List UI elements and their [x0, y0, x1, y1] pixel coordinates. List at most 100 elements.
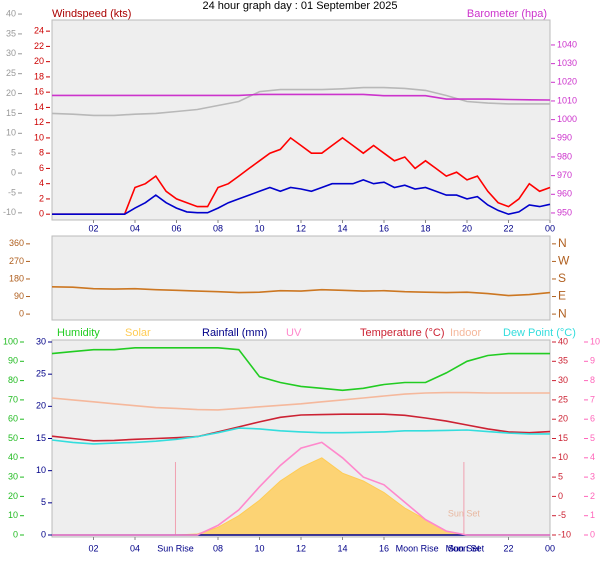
y-tick-label: -5	[8, 187, 16, 197]
y-tick-label: 10	[558, 452, 568, 462]
y-tick-label: 8	[590, 375, 595, 385]
x-tick-label: 00	[545, 543, 555, 553]
y-tick-label: 40	[558, 336, 568, 346]
annotation: Moon Set	[446, 543, 485, 553]
y-tick-label: 950	[557, 207, 572, 217]
y-tick-label: 6	[590, 414, 595, 424]
y-tick-label: 50	[8, 433, 18, 443]
y-tick-label: 25	[558, 394, 568, 404]
legend-label: Humidity	[57, 327, 100, 339]
line	[51, 86, 550, 117]
y-tick-label: -10	[558, 529, 571, 539]
y-tick-label: 20	[558, 414, 568, 424]
y-tick-label: 10	[8, 510, 18, 520]
y-tick-label: -10	[3, 207, 16, 217]
y-tick-label: 4	[590, 452, 595, 462]
x-tick-label: 10	[254, 223, 264, 233]
line	[51, 427, 550, 445]
annotation: Sun Set	[448, 508, 481, 518]
y-tick-label: 0	[558, 491, 563, 501]
y-tick-label: 960	[557, 189, 572, 199]
y-tick-label: 20	[6, 88, 16, 98]
y-tick-label: 100	[3, 336, 18, 346]
x-tick-label: 16	[379, 223, 389, 233]
y-tick-label: 10	[34, 132, 44, 142]
y-tick-label: 90	[14, 291, 24, 301]
x-tick-label: 12	[296, 223, 306, 233]
y-tick-label: 10	[36, 465, 46, 475]
y-axis-label: Windspeed (kts)	[52, 8, 131, 20]
y-tick-label: 1	[590, 510, 595, 520]
y-tick-label: 25	[36, 369, 46, 379]
x-tick-label: 04	[130, 223, 140, 233]
legend-label: Temperature (°C)	[360, 327, 444, 339]
y-tick-label: 15	[6, 108, 16, 118]
y-tick-label: 70	[8, 394, 18, 404]
y-tick-label: 3	[590, 471, 595, 481]
legend-label: Solar	[125, 327, 151, 339]
annotation: Sun Rise	[157, 543, 194, 553]
y-tick-label: 5	[11, 148, 16, 158]
y-tick-label: 35	[6, 28, 16, 38]
y-tick-label: N	[558, 306, 567, 320]
y2-axis-label: Barometer (hpa)	[467, 8, 547, 20]
y-tick-label: S	[558, 271, 566, 285]
x-tick-label: 00	[545, 223, 555, 233]
legend-label: Dew Point (°C)	[503, 327, 576, 339]
y-tick-label: 15	[36, 433, 46, 443]
x-tick-label: 22	[503, 543, 513, 553]
y-tick-label: 970	[557, 170, 572, 180]
y-tick-label: 990	[557, 133, 572, 143]
y-tick-label: 15	[558, 433, 568, 443]
y-tick-label: 20	[36, 401, 46, 411]
y-tick-label: 0	[39, 209, 44, 219]
x-tick-label: 18	[420, 223, 430, 233]
y-tick-label: 30	[558, 375, 568, 385]
line	[52, 93, 551, 101]
line	[51, 286, 551, 297]
y-tick-label: 18	[34, 71, 44, 81]
y-tick-label: 4	[39, 178, 44, 188]
y-tick-label: 2	[39, 193, 44, 203]
y-tick-label: 360	[9, 238, 24, 248]
y-tick-label: 5	[558, 471, 563, 481]
y-tick-label: 35	[558, 356, 568, 366]
plot-area	[51, 19, 551, 221]
chart-title: 24 hour graph day : 01 September 2025	[202, 0, 397, 12]
y-tick-label: 12	[34, 117, 44, 127]
legend-label: Rainfall (mm)	[202, 327, 267, 339]
line	[52, 179, 551, 216]
y-tick-label: 5	[590, 433, 595, 443]
y-tick-label: 0	[11, 167, 16, 177]
y-tick-label: 24	[34, 26, 44, 36]
y-tick-label: 40	[8, 452, 18, 462]
x-tick-label: 14	[337, 223, 347, 233]
y-tick-label: 180	[9, 273, 24, 283]
legend-label: UV	[286, 327, 302, 339]
y-tick-label: W	[558, 254, 570, 268]
line	[52, 136, 551, 215]
y-tick-label: 1040	[557, 39, 577, 49]
y-tick-label: 980	[557, 151, 572, 161]
y-tick-label: 2	[590, 491, 595, 501]
x-tick-label: 12	[296, 543, 306, 553]
y-tick-label: 1010	[557, 95, 577, 105]
x-tick-label: 02	[88, 543, 98, 553]
x-tick-label: 16	[379, 543, 389, 553]
y-tick-label: 40	[6, 8, 16, 18]
y-tick-label: 14	[34, 102, 44, 112]
y-tick-label: 10	[590, 336, 600, 346]
x-tick-label: 22	[503, 223, 513, 233]
y-tick-label: 22	[34, 41, 44, 51]
y-tick-label: 0	[13, 529, 18, 539]
x-tick-label: 10	[254, 543, 264, 553]
annotation: Moon Rise	[396, 543, 439, 553]
y-tick-label: 10	[6, 128, 16, 138]
legend-label: Indoor	[450, 327, 482, 339]
x-tick-label: 14	[337, 543, 347, 553]
y-tick-label: 30	[36, 336, 46, 346]
x-tick-label: 20	[462, 223, 472, 233]
y-tick-label: 25	[6, 68, 16, 78]
y-tick-label: 8	[39, 148, 44, 158]
